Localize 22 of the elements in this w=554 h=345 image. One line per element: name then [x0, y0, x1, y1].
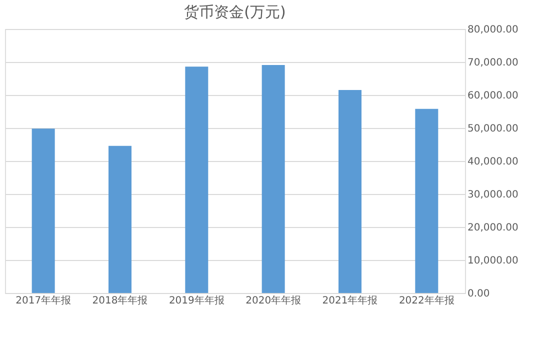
y-tick-label: 70,000.00 — [468, 58, 518, 68]
y-tick-label: 30,000.00 — [468, 190, 518, 200]
x-tick-label: 2021年年报 — [322, 294, 378, 306]
bar — [108, 146, 132, 293]
y-tick-label: 50,000.00 — [468, 124, 518, 134]
bar — [185, 66, 208, 293]
y-tick-label: 60,000.00 — [468, 90, 518, 102]
bar — [32, 128, 55, 293]
bar — [262, 64, 285, 293]
x-tick-label: 2020年年报 — [246, 294, 302, 306]
chart-title: 货币资金(万元) — [184, 3, 286, 21]
y-tick-label: 40,000.00 — [468, 156, 518, 168]
x-tick-label: 2022年年报 — [398, 294, 454, 306]
y-tick-label: 10,000.00 — [468, 256, 518, 266]
y-tick-label: 80,000.00 — [468, 24, 518, 36]
bar — [415, 108, 438, 293]
y-tick-label: 20,000.00 — [468, 222, 518, 234]
y-tick-label: 0.00 — [468, 288, 490, 300]
bar — [338, 90, 362, 293]
x-tick-label: 2017年年报 — [16, 294, 72, 306]
x-tick-label: 2018年年报 — [92, 294, 148, 306]
x-tick-label: 2019年年报 — [168, 294, 224, 306]
